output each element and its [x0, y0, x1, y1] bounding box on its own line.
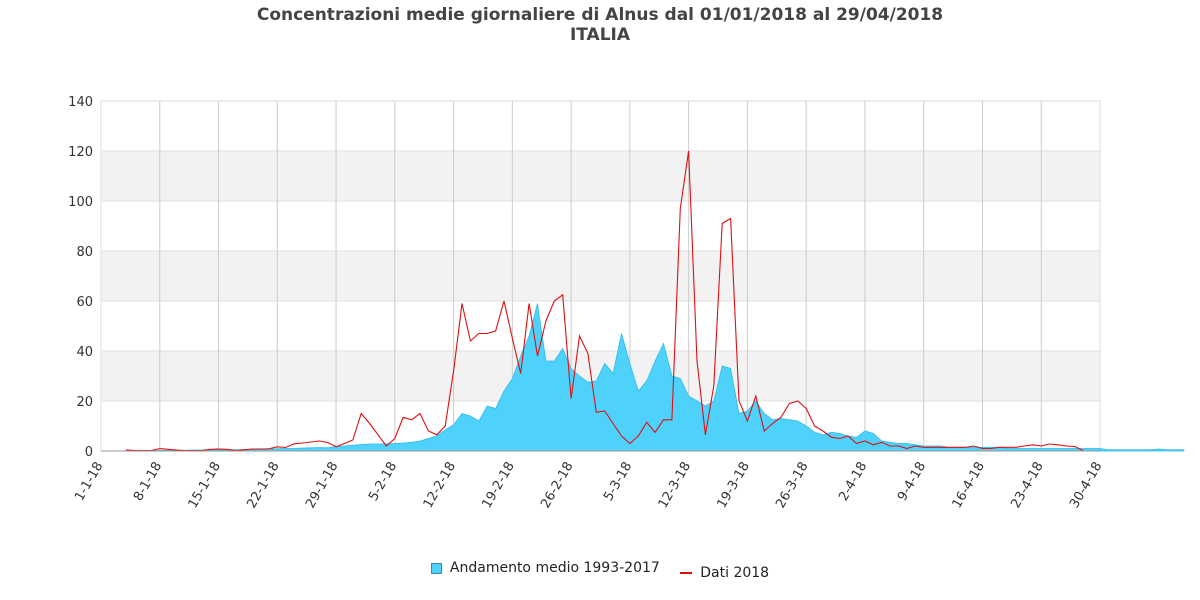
x-tick-label: 30-4-18 [1067, 460, 1105, 511]
y-tick-label: 20 [76, 395, 93, 410]
y-tick-label: 40 [76, 345, 93, 360]
legend-swatch-line [680, 571, 693, 574]
legend-label-average: Andamento medio 1993-2017 [449, 560, 660, 576]
chart-legend: Andamento medio 1993-2017 Dati 2018 [0, 560, 1200, 581]
x-tick-label: 2-4-18 [836, 460, 870, 504]
x-tick-label: 1-1-18 [72, 460, 106, 504]
y-tick-label: 80 [76, 245, 93, 260]
x-tick-label: 12-3-18 [656, 460, 694, 511]
legend-label-2018: Dati 2018 [700, 564, 770, 581]
series-average-area [101, 303, 1185, 452]
legend-item-2018[interactable]: Dati 2018 [680, 565, 769, 581]
x-tick-label: 16-4-18 [950, 460, 988, 511]
x-tick-label: 19-2-18 [479, 460, 517, 511]
grid-band [101, 151, 1100, 201]
x-tick-label: 23-4-18 [1008, 460, 1046, 511]
x-tick-label: 15-1-18 [186, 460, 224, 511]
x-tick-label: 19-3-18 [715, 460, 753, 511]
legend-item-average[interactable]: Andamento medio 1993-2017 [430, 560, 660, 576]
x-tick-label: 5-2-18 [366, 460, 400, 504]
y-tick-label: 0 [85, 445, 93, 460]
y-tick-label: 140 [68, 95, 93, 110]
x-tick-label: 26-2-18 [538, 460, 576, 511]
x-tick-label: 26-3-18 [773, 460, 811, 511]
x-tick-label: 22-1-18 [244, 460, 282, 511]
grid-band [101, 251, 1100, 301]
x-tick-label: 8-1-18 [131, 460, 165, 504]
x-tick-label: 5-3-18 [601, 460, 635, 504]
x-tick-label: 12-2-18 [421, 460, 459, 511]
x-tick-label: 9-4-18 [895, 460, 929, 504]
x-tick-label: 29-1-18 [303, 460, 341, 511]
series-2018-line [126, 150, 1084, 452]
chart-title: Concentrazioni medie giornaliere di Alnu… [256, 5, 944, 25]
y-tick-label: 100 [68, 195, 93, 210]
chart-subtitle: ITALIA [569, 25, 631, 45]
y-tick-label: 60 [76, 295, 93, 310]
y-tick-label: 120 [68, 145, 93, 160]
legend-swatch-area [430, 562, 442, 574]
